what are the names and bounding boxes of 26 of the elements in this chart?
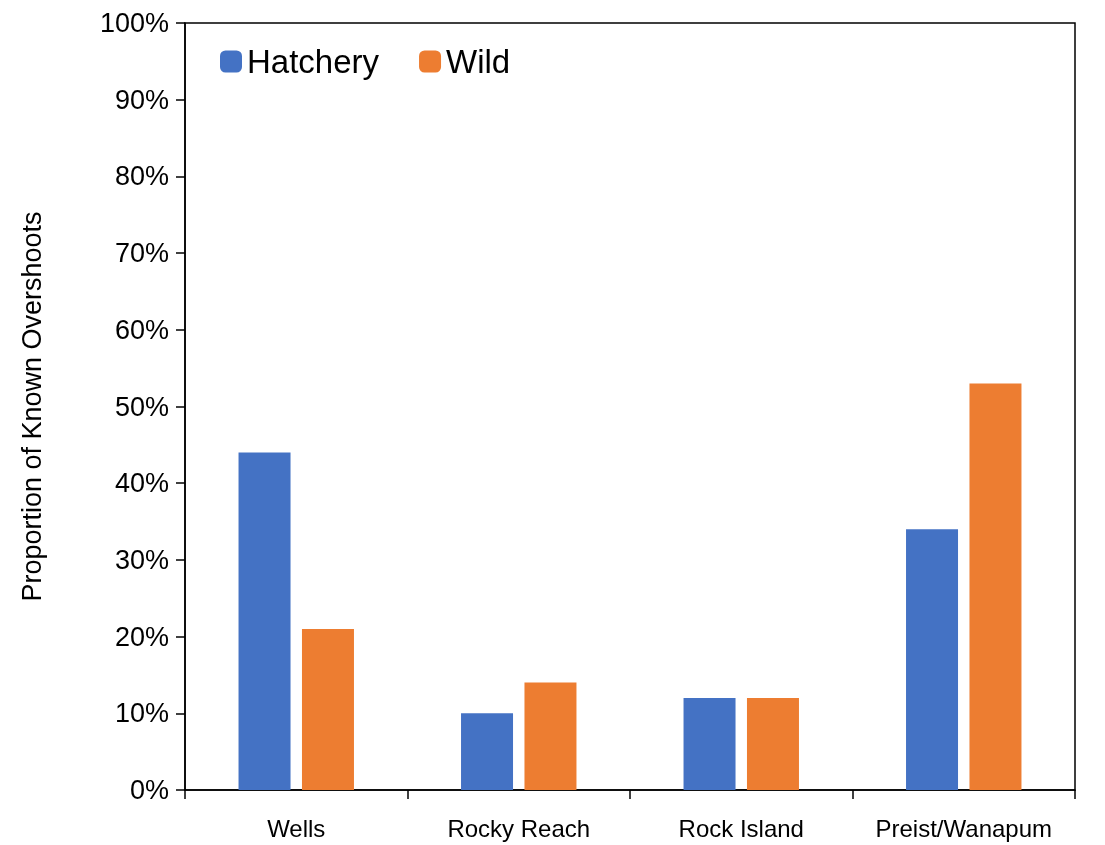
y-tick-label: 40% <box>114 468 169 499</box>
bar <box>301 628 354 790</box>
x-tick-label: Preist/Wanapum <box>875 814 1053 842</box>
legend-label: Hatchery <box>247 43 380 80</box>
y-axis-title: Proportion of Known Overshoots <box>16 211 47 602</box>
bar <box>969 383 1022 790</box>
y-tick-label: 0% <box>129 775 169 805</box>
y-tick-label: 90% <box>114 84 169 115</box>
y-tick-label: 70% <box>114 238 169 269</box>
bar <box>238 452 291 790</box>
bar <box>683 697 736 790</box>
bar <box>906 529 959 790</box>
bar <box>524 682 577 790</box>
y-tick-label: 20% <box>114 621 169 652</box>
bar <box>746 697 799 790</box>
legend-label: Wild <box>446 43 511 80</box>
y-tick-label: 100% <box>99 8 169 38</box>
y-tick-label: 30% <box>114 544 169 575</box>
bar <box>461 713 514 790</box>
x-tick-label: Wells <box>267 814 326 842</box>
y-tick-label: 10% <box>114 698 169 729</box>
x-tick-label: Rocky Reach <box>447 814 591 842</box>
y-tick-label: 50% <box>114 391 169 422</box>
y-tick-label: 60% <box>114 314 169 345</box>
x-tick-label: Rock Island <box>678 814 804 842</box>
y-tick-label: 80% <box>114 161 169 192</box>
